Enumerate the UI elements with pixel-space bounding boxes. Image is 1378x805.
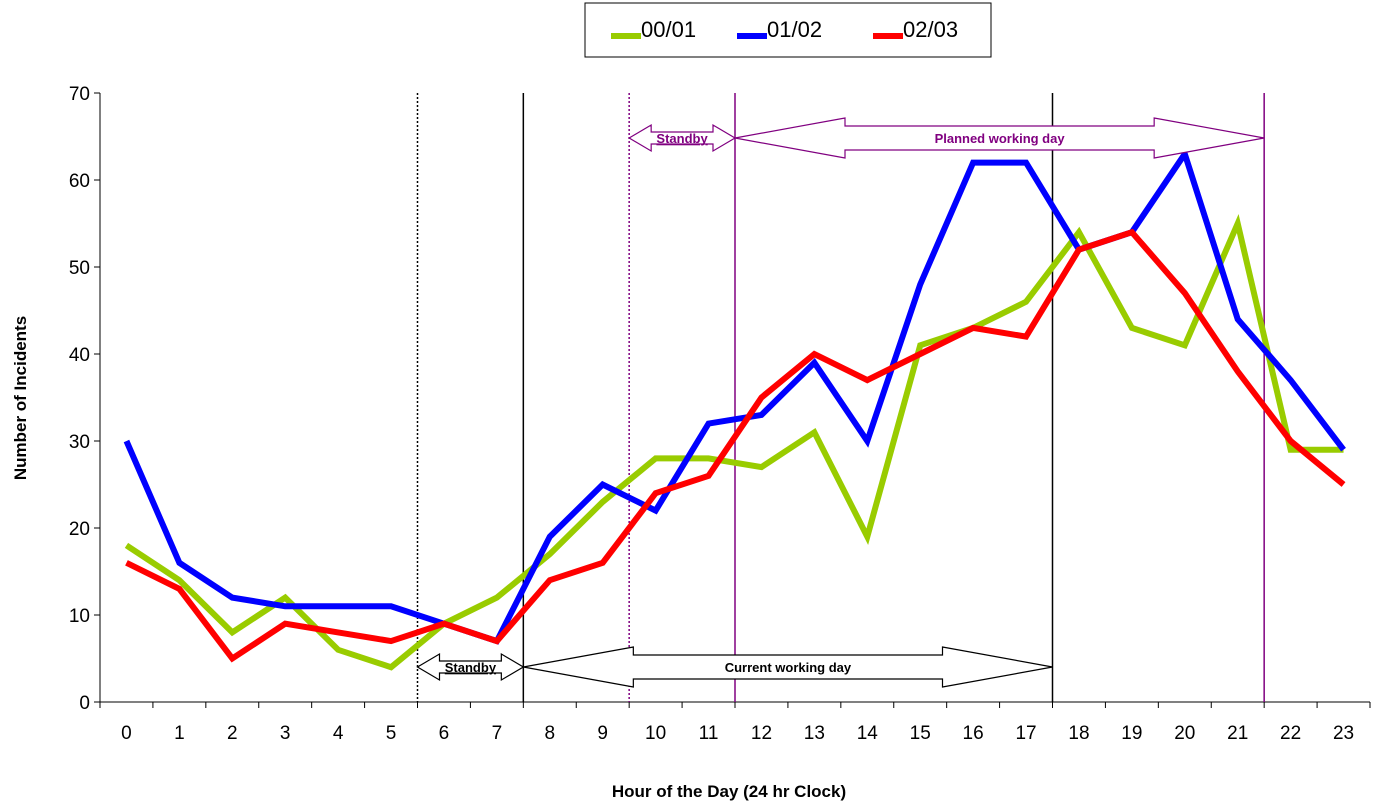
x-tick-label: 14 <box>857 723 879 744</box>
x-tick-label: 12 <box>751 723 772 744</box>
y-axis-title: Number of Incidents <box>11 316 30 480</box>
x-axis-title: Hour of the Day (24 hr Clock) <box>612 782 846 801</box>
x-tick-label: 18 <box>1068 723 1089 744</box>
annotation-arrow <box>734 117 1265 159</box>
x-tick-label: 4 <box>333 723 344 744</box>
y-tick-label: 60 <box>69 171 90 192</box>
x-tick-label: 20 <box>1174 723 1195 744</box>
y-tick-label: 70 <box>69 84 90 105</box>
vertical-markers <box>416 93 1265 702</box>
annotations: Standby Current working day Standby Planned… <box>416 117 1265 688</box>
x-tick-label: 16 <box>963 723 984 744</box>
x-tick-label: 11 <box>699 723 719 744</box>
series-line-1 <box>123 147 1346 645</box>
x-tick-label: 3 <box>280 723 291 744</box>
annotation-label: Planned working day <box>935 131 1066 146</box>
x-tick-label: 13 <box>804 723 825 744</box>
x-tick-label: 6 <box>439 723 450 744</box>
legend-label-1: 01/02 <box>767 17 822 42</box>
x-tick-label: 21 <box>1227 723 1248 744</box>
x-tick-label: 2 <box>227 723 238 744</box>
y-tick-label: 10 <box>69 606 90 627</box>
x-tick-label: 23 <box>1333 723 1354 744</box>
x-tick-label: 9 <box>597 723 608 744</box>
x-tick-label: 15 <box>910 723 931 744</box>
x-tick-label: 8 <box>545 723 556 744</box>
x-tick-label: 7 <box>492 723 503 744</box>
legend-label-0: 00/01 <box>641 17 696 42</box>
y-tick-label: 30 <box>69 432 90 453</box>
x-tick-label: 22 <box>1280 723 1301 744</box>
annotation-arrow <box>523 646 1053 688</box>
y-tick-label: 40 <box>69 345 90 366</box>
x-tick-label: 1 <box>174 723 185 744</box>
y-tick-label: 50 <box>69 258 90 279</box>
x-tick-label: 19 <box>1121 723 1142 744</box>
legend-label-2: 02/03 <box>903 17 958 42</box>
x-tick-label: 5 <box>386 723 397 744</box>
annotation-label: Standby <box>445 660 497 675</box>
legend-box <box>584 2 992 58</box>
legend: 00/01 01/02 02/03 <box>584 2 992 58</box>
annotation-label: Standby <box>656 131 708 146</box>
series-line-0 <box>124 213 1344 671</box>
x-tick-label: 0 <box>121 723 132 744</box>
series-line-2 <box>125 228 1346 663</box>
annotation-label: Current working day <box>725 660 852 675</box>
y-tick-label: 20 <box>69 519 90 540</box>
y-tick-label: 0 <box>79 693 90 714</box>
series-lines <box>123 147 1346 671</box>
x-tick-label: 10 <box>645 723 666 744</box>
x-tick-label: 17 <box>1015 723 1036 744</box>
